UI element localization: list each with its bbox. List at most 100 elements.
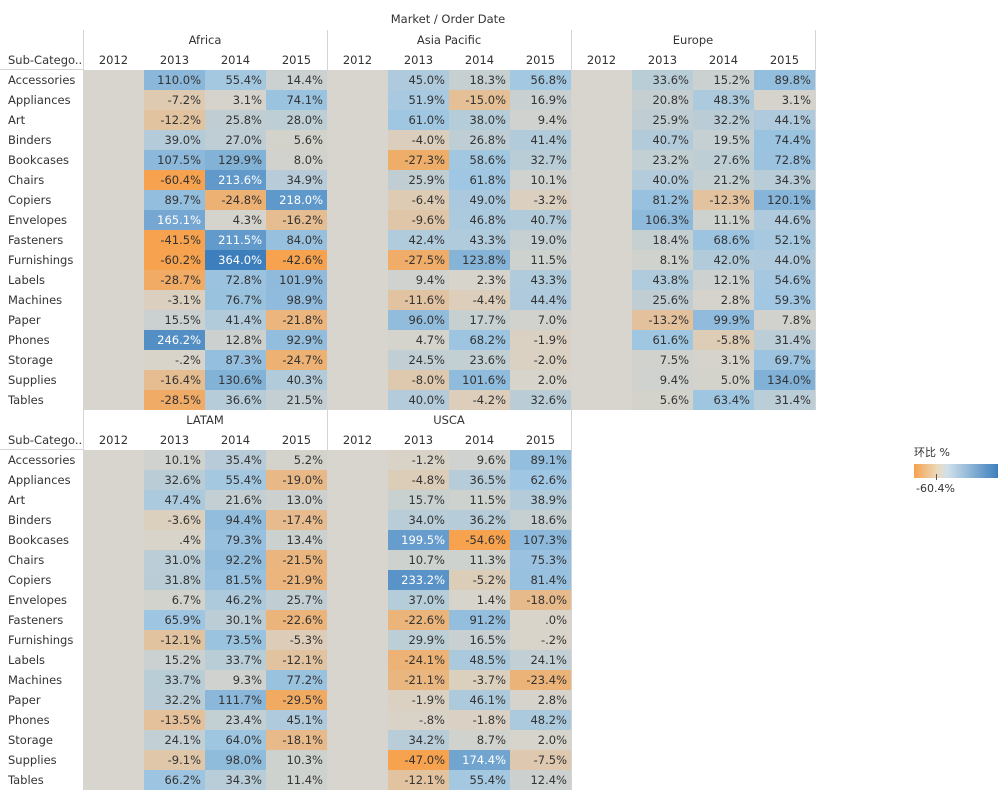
heat-cell: 76.7% <box>205 290 266 310</box>
heat-cell: 16.9% <box>510 90 571 110</box>
heat-cell: 15.2% <box>144 650 205 670</box>
heat-cell: 49.0% <box>449 190 510 210</box>
heat-cell: 62.6% <box>510 470 571 490</box>
row-label-furnishings: Furnishings <box>8 633 74 647</box>
row-label-machines: Machines <box>8 673 63 687</box>
heat-cell: 2.8% <box>510 690 571 710</box>
heat-cell: 3.1% <box>754 90 815 110</box>
heat-cell: 37.0% <box>388 590 449 610</box>
heat-cell: 233.2% <box>388 570 449 590</box>
heat-cell: 32.2% <box>693 110 754 130</box>
heat-cell: -54.6% <box>449 530 510 550</box>
heat-cell: 28.0% <box>266 110 327 130</box>
heat-cell: 34.0% <box>388 510 449 530</box>
heat-cell: -60.4% <box>144 170 205 190</box>
heat-cell: 43.3% <box>449 230 510 250</box>
heat-cell: 4.7% <box>388 330 449 350</box>
heat-cell: 218.0% <box>266 190 327 210</box>
heat-cell: 36.5% <box>449 470 510 490</box>
legend-tick-mark <box>936 474 937 480</box>
heat-cell: 23.2% <box>632 150 693 170</box>
heat-cell: 25.9% <box>632 110 693 130</box>
heat-cell: 87.3% <box>205 350 266 370</box>
heat-cell: -1.9% <box>510 330 571 350</box>
market-header-asia-pacific: Asia Pacific <box>416 33 482 47</box>
heat-cell: 15.5% <box>144 310 205 330</box>
heat-cell: 48.2% <box>510 710 571 730</box>
heat-cell: 2.0% <box>510 730 571 750</box>
heat-cell: 40.0% <box>388 390 449 410</box>
heat-cell: 165.1% <box>144 210 205 230</box>
year-header-2014: 2014 <box>220 53 251 67</box>
year-header-2013: 2013 <box>403 433 434 447</box>
heat-cell: 89.7% <box>144 190 205 210</box>
row-label-tables: Tables <box>8 393 44 407</box>
heat-cell: -3.1% <box>144 290 205 310</box>
heat-cell: 18.3% <box>449 70 510 90</box>
heat-cell: 34.3% <box>754 170 815 190</box>
heat-cell: 32.6% <box>510 390 571 410</box>
heat-cell: -.8% <box>388 710 449 730</box>
heat-cell: 19.5% <box>693 130 754 150</box>
row-label-supplies: Supplies <box>8 753 57 767</box>
heat-cell: 23.6% <box>449 350 510 370</box>
year-header-2015: 2015 <box>525 433 556 447</box>
heat-cell: -41.5% <box>144 230 205 250</box>
heat-cell: 44.0% <box>754 250 815 270</box>
heat-cell: 10.7% <box>388 550 449 570</box>
row-label-phones: Phones <box>8 713 50 727</box>
heat-cell: 32.7% <box>510 150 571 170</box>
heat-cell: 32.2% <box>144 690 205 710</box>
row-label-art: Art <box>8 113 26 127</box>
heat-cell: -12.2% <box>144 110 205 130</box>
heat-cell: 52.1% <box>754 230 815 250</box>
heat-cell: 9.4% <box>632 370 693 390</box>
heat-cell: .0% <box>510 610 571 630</box>
heat-cell: -12.1% <box>144 630 205 650</box>
heat-cell: -12.1% <box>266 650 327 670</box>
heat-cell: 54.6% <box>754 270 815 290</box>
heat-cell: 61.6% <box>632 330 693 350</box>
year-header-2015: 2015 <box>281 53 312 67</box>
heat-cell: 89.8% <box>754 70 815 90</box>
row-label-appliances: Appliances <box>8 93 71 107</box>
heat-cell: -5.3% <box>266 630 327 650</box>
heat-cell: -9.6% <box>388 210 449 230</box>
heat-cell: 34.9% <box>266 170 327 190</box>
heat-cell: 31.8% <box>144 570 205 590</box>
heat-cell: 68.6% <box>693 230 754 250</box>
heat-cell: 33.6% <box>632 70 693 90</box>
row-label-accessories: Accessories <box>8 73 76 87</box>
heat-cell: 41.4% <box>205 310 266 330</box>
heat-cell: 364.0% <box>205 250 266 270</box>
heat-cell: 120.1% <box>754 190 815 210</box>
legend-title: 环比 % <box>914 446 950 459</box>
heat-cell: -1.9% <box>388 690 449 710</box>
heat-cell: -6.4% <box>388 190 449 210</box>
heat-cell: -18.1% <box>266 730 327 750</box>
heat-cell: -27.5% <box>388 250 449 270</box>
year-header-2012: 2012 <box>98 433 129 447</box>
heat-cell: 101.6% <box>449 370 510 390</box>
empty-2012-column <box>327 450 388 790</box>
heat-cell: 130.6% <box>205 370 266 390</box>
heat-cell: 48.5% <box>449 650 510 670</box>
heat-cell: 21.6% <box>205 490 266 510</box>
heat-cell: -21.8% <box>266 310 327 330</box>
heat-cell: 199.5% <box>388 530 449 550</box>
heat-cell: 55.4% <box>205 70 266 90</box>
panel-divider <box>815 30 816 410</box>
row-label-art: Art <box>8 493 26 507</box>
heat-cell: -4.2% <box>449 390 510 410</box>
heat-cell: -.2% <box>144 350 205 370</box>
heat-cell: 40.3% <box>266 370 327 390</box>
heat-cell: 17.7% <box>449 310 510 330</box>
heat-cell: 44.6% <box>754 210 815 230</box>
row-label-fasteners: Fasteners <box>8 233 64 247</box>
heat-cell: 27.6% <box>693 150 754 170</box>
heat-cell: -27.3% <box>388 150 449 170</box>
heat-cell: 18.6% <box>510 510 571 530</box>
heat-cell: -17.4% <box>266 510 327 530</box>
heat-cell: 98.0% <box>205 750 266 770</box>
